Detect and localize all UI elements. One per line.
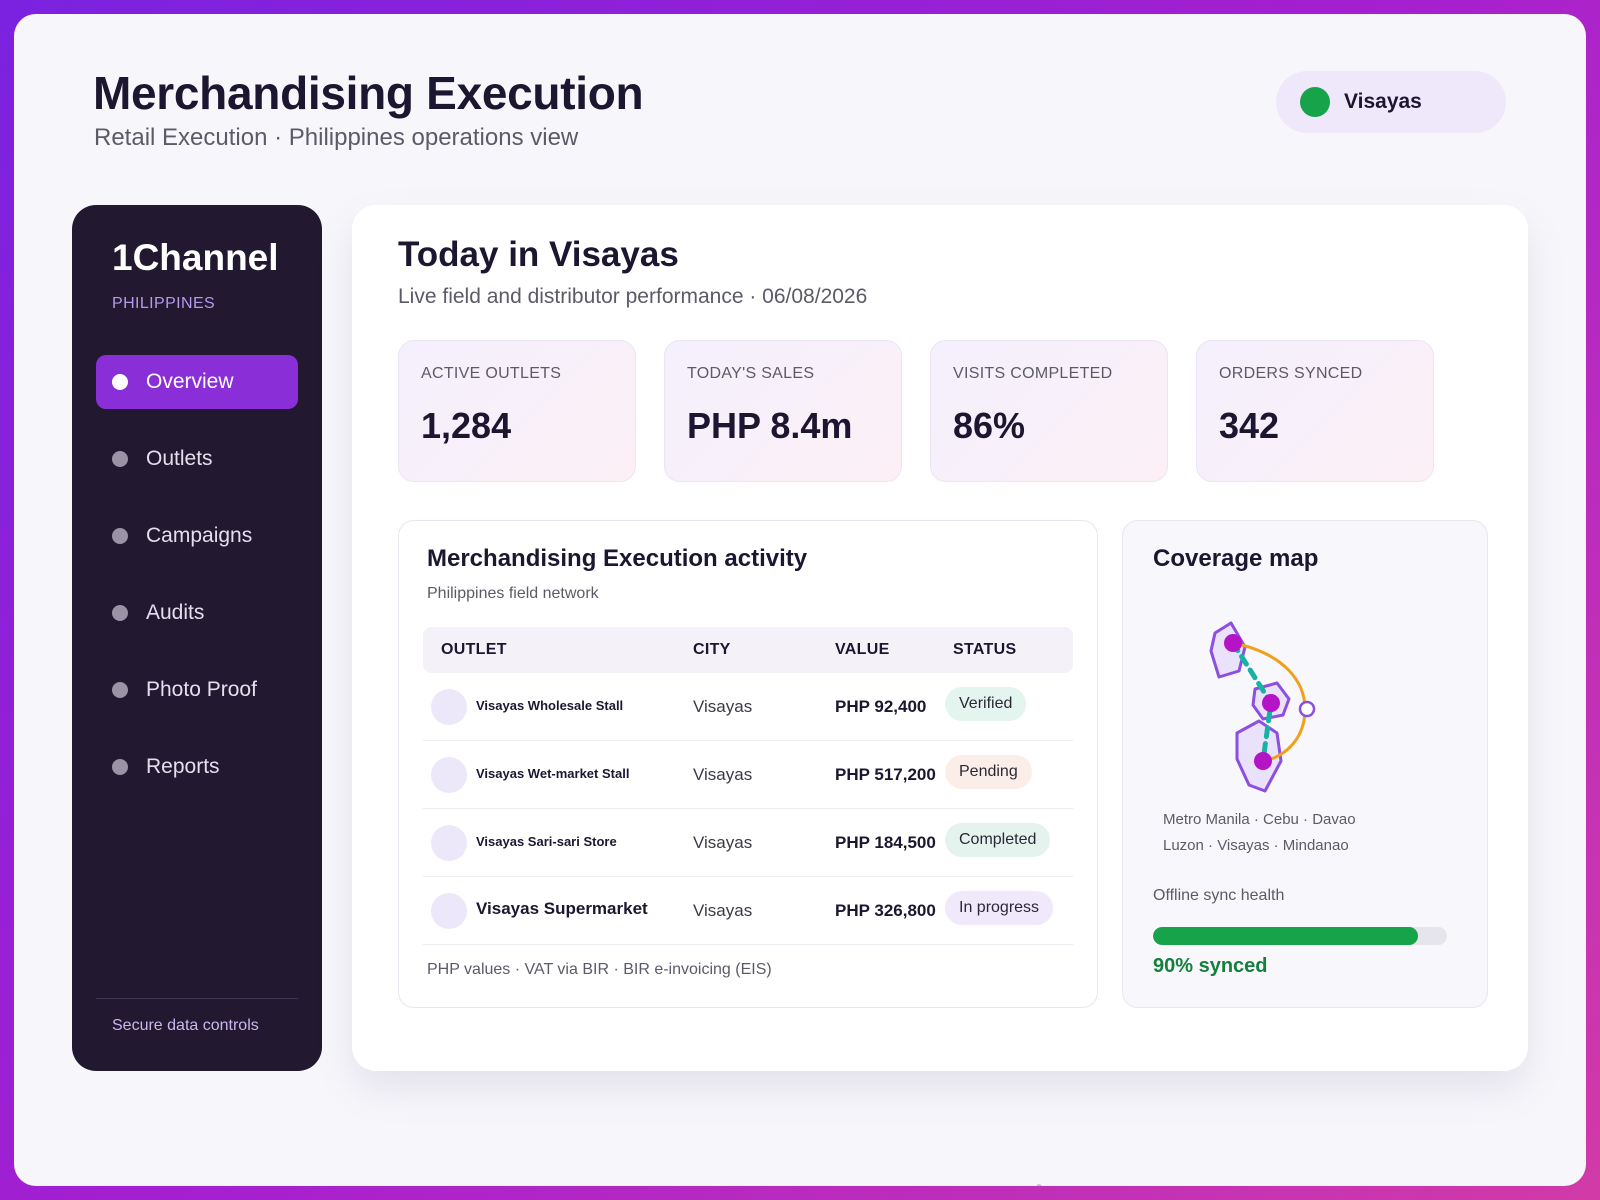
bullet-icon xyxy=(112,605,128,621)
sidebar-item-label: Campaigns xyxy=(146,524,253,547)
sidebar-item-overview[interactable]: Overview xyxy=(96,355,298,409)
philippines-map-icon xyxy=(1209,621,1316,793)
region-label: Visayas xyxy=(1344,90,1422,113)
city-cell: Visayas xyxy=(693,765,753,784)
table-row[interactable]: Visayas Sari-sari Store Visayas PHP 184,… xyxy=(423,809,1073,877)
kpi-card-todays-sales: TODAY'S SALES PHP 8.4m xyxy=(664,340,902,482)
value-cell: PHP 326,800 xyxy=(835,901,936,920)
sidebar-item-photo-proof[interactable]: Photo Proof xyxy=(96,663,298,717)
sidebar-item-reports[interactable]: Reports xyxy=(96,740,298,794)
bullet-icon xyxy=(112,374,128,390)
brand-country: PHILIPPINES xyxy=(112,295,216,312)
value-cell: PHP 92,400 xyxy=(835,697,927,716)
value-cell: PHP 184,500 xyxy=(835,833,936,852)
sidebar-item-audits[interactable]: Audits xyxy=(96,586,298,640)
column-header-city[interactable]: CITY xyxy=(693,641,731,658)
activity-subtitle: Philippines field network xyxy=(427,585,599,602)
kpi-card-active-outlets: ACTIVE OUTLETS 1,284 xyxy=(398,340,636,482)
secure-data-link[interactable]: Secure data controls xyxy=(112,1017,259,1034)
table-body: Visayas Wholesale Stall Visayas PHP 92,4… xyxy=(423,673,1073,945)
column-header-outlet[interactable]: OUTLET xyxy=(441,641,507,658)
sidebar-item-label: Overview xyxy=(146,370,234,393)
outlet-name: Visayas Wholesale Stall xyxy=(476,698,624,713)
main-panel: Today in Visayas Live field and distribu… xyxy=(352,205,1528,1071)
kpi-value: PHP 8.4m xyxy=(687,405,853,446)
activity-card: Merchandising Execution activity Philipp… xyxy=(398,520,1098,1008)
sidebar-divider xyxy=(96,998,298,999)
outlet-name: Visayas Wet-market Stall xyxy=(476,766,630,781)
table-row[interactable]: Visayas Supermarket Visayas PHP 326,800 … xyxy=(423,877,1073,945)
sync-progress-bar xyxy=(1153,927,1447,945)
page-indicator-dot xyxy=(1036,1184,1042,1186)
activity-footer: PHP values · VAT via BIR · BIR e-invoici… xyxy=(427,961,772,978)
sidebar-item-label: Audits xyxy=(146,601,205,624)
kpi-value: 86% xyxy=(953,405,1026,446)
kpi-value: 342 xyxy=(1219,405,1280,446)
kpi-label: VISITS COMPLETED xyxy=(953,365,1113,382)
app-frame: Merchandising Execution Retail Execution… xyxy=(14,14,1586,1186)
table-row[interactable]: Visayas Wet-market Stall Visayas PHP 517… xyxy=(423,741,1073,809)
kpi-label: TODAY'S SALES xyxy=(687,365,815,382)
table-header: OUTLET CITY VALUE STATUS xyxy=(423,627,1073,673)
status-badge: Verified xyxy=(945,687,1027,721)
page-title: Merchandising Execution xyxy=(93,67,644,119)
avatar xyxy=(431,825,467,861)
status-badge: In progress xyxy=(945,891,1054,925)
kpi-value: 1,284 xyxy=(421,405,512,446)
coverage-cities: Metro Manila · Cebu · Davao xyxy=(1163,811,1356,828)
main-title: Today in Visayas xyxy=(398,235,679,274)
sidebar-item-label: Reports xyxy=(146,755,220,778)
column-header-value[interactable]: VALUE xyxy=(835,641,890,658)
avatar xyxy=(431,893,467,929)
city-cell: Visayas xyxy=(693,833,753,852)
coverage-title: Coverage map xyxy=(1153,545,1319,572)
sidebar-item-label: Outlets xyxy=(146,447,213,470)
bullet-icon xyxy=(112,682,128,698)
region-selector[interactable]: Visayas xyxy=(1276,71,1506,133)
avatar xyxy=(431,757,467,793)
sidebar-item-label: Photo Proof xyxy=(146,678,257,701)
value-cell: PHP 517,200 xyxy=(835,765,936,784)
sidebar-item-campaigns[interactable]: Campaigns xyxy=(96,509,298,563)
bullet-icon xyxy=(112,451,128,467)
sidebar: 1Channel PHILIPPINES Overview Outlets Ca… xyxy=(72,205,322,1071)
coverage-card: Coverage map Metro Manila · Cebu · Davao… xyxy=(1122,520,1488,1008)
kpi-label: ACTIVE OUTLETS xyxy=(421,365,562,382)
status-badge: Pending xyxy=(945,755,1032,789)
sidebar-nav: Overview Outlets Campaigns Audits Photo … xyxy=(96,355,298,817)
bullet-icon xyxy=(112,528,128,544)
sync-progress-fill xyxy=(1153,927,1418,945)
kpi-label: ORDERS SYNCED xyxy=(1219,365,1363,382)
column-header-status[interactable]: STATUS xyxy=(953,641,1017,658)
city-cell: Visayas xyxy=(693,697,753,716)
main-subtitle: Live field and distributor performance ·… xyxy=(398,285,868,308)
brand-name: 1Channel xyxy=(112,237,279,278)
avatar xyxy=(431,689,467,725)
status-dot-icon xyxy=(1300,87,1330,117)
kpi-card-orders-synced: ORDERS SYNCED 342 xyxy=(1196,340,1434,482)
outlet-name: Visayas Supermarket xyxy=(476,899,648,918)
outlet-name: Visayas Sari-sari Store xyxy=(476,834,617,849)
coverage-regions: Luzon · Visayas · Mindanao xyxy=(1163,837,1349,854)
table-row[interactable]: Visayas Wholesale Stall Visayas PHP 92,4… xyxy=(423,673,1073,741)
kpi-row: ACTIVE OUTLETS 1,284 TODAY'S SALES PHP 8… xyxy=(398,340,1434,482)
status-badge: Completed xyxy=(945,823,1051,857)
bullet-icon xyxy=(112,759,128,775)
sync-health-label: Offline sync health xyxy=(1153,887,1285,904)
kpi-card-visits-completed: VISITS COMPLETED 86% xyxy=(930,340,1168,482)
page-subtitle: Retail Execution · Philippines operation… xyxy=(94,124,579,151)
sync-value: 90% synced xyxy=(1153,955,1268,977)
sidebar-item-outlets[interactable]: Outlets xyxy=(96,432,298,486)
activity-title: Merchandising Execution activity xyxy=(427,545,808,572)
city-cell: Visayas xyxy=(693,901,753,920)
